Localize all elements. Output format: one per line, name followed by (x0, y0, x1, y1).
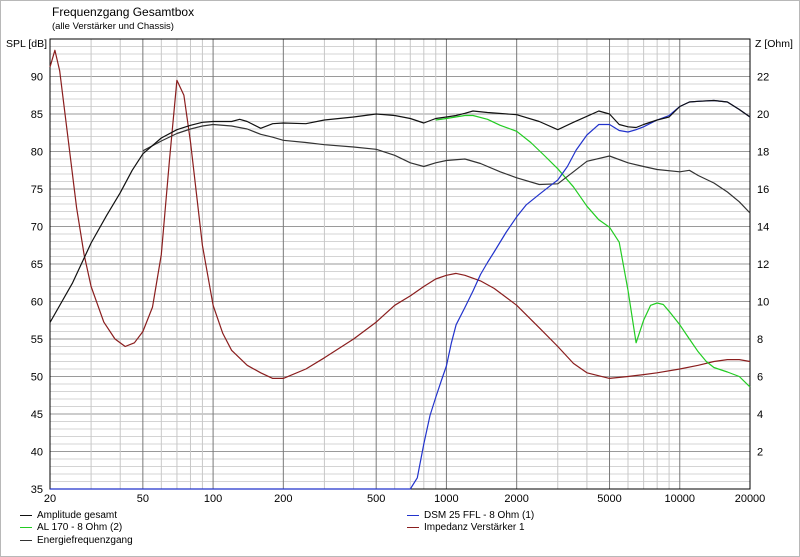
legend-item-3: DSM 25 FFL - 8 Ohm (1) (407, 510, 534, 521)
y-tick-label-left: 75 (31, 184, 43, 196)
legend-label-4: Impedanz Verstärker 1 (424, 522, 525, 533)
y-tick-label-left: 70 (31, 222, 43, 234)
legend-label-2: Energiefrequenzgang (37, 535, 133, 546)
y-tick-label-left: 60 (31, 297, 43, 309)
y-tick-label-right: 10 (757, 297, 769, 309)
legend-item-4: Impedanz Verstärker 1 (407, 522, 525, 533)
series-line-0 (49, 99, 751, 323)
y-tick-label-left: 65 (31, 259, 43, 271)
legend-label-3: DSM 25 FFL - 8 Ohm (1) (424, 510, 535, 521)
x-tick-label: 100 (204, 493, 222, 505)
y-tick-label-left: 55 (31, 334, 43, 346)
chart-title: Frequenzgang Gesamtbox (52, 5, 195, 19)
x-tick-label: 500 (367, 493, 385, 505)
y-axis-label-left: SPL [dB] (6, 38, 48, 50)
x-tick-label: 2000 (504, 493, 528, 505)
y-tick-label-left: 85 (31, 109, 43, 121)
legend-item-0: Amplitude gesamt (20, 510, 117, 521)
x-tick-label: 50 (137, 493, 149, 505)
y-tick-label-right: 22 (757, 72, 769, 84)
y-axis-label-right: Z [Ohm] (755, 38, 793, 50)
y-tick-label-left: 80 (31, 147, 43, 159)
legend-item-1: AL 170 - 8 Ohm (2) (20, 522, 122, 533)
y-tick-label-right: 18 (757, 147, 769, 159)
y-tick-label-left: 45 (31, 409, 43, 421)
legend-swatch-3 (407, 515, 419, 516)
x-tick-label: 200 (274, 493, 292, 505)
y-tick-label-right: 16 (757, 184, 769, 196)
legend-item-2: Energiefrequenzgang (20, 535, 133, 546)
legend-label-1: AL 170 - 8 Ohm (2) (37, 522, 123, 533)
x-tick-label: 5000 (597, 493, 621, 505)
x-tick-label: 20 (44, 493, 56, 505)
legend-label-0: Amplitude gesamt (37, 510, 118, 521)
legend-swatch-4 (407, 527, 419, 528)
legend-swatch-1 (20, 527, 32, 528)
chart-subtitle: (alle Verstärker und Chassis) (52, 21, 174, 32)
y-tick-label-left: 90 (31, 72, 43, 84)
y-tick-label-left: 35 (31, 484, 43, 496)
y-tick-label-left: 40 (31, 447, 43, 459)
x-tick-label: 1000 (434, 493, 458, 505)
y-tick-label-right: 8 (757, 334, 763, 346)
y-tick-label-right: 4 (757, 409, 763, 421)
x-tick-label: 20000 (735, 493, 766, 505)
y-tick-label-left: 50 (31, 372, 43, 384)
series-line-2 (142, 123, 751, 214)
series-line-1 (435, 114, 751, 388)
x-tick-label: 10000 (664, 493, 695, 505)
y-tick-label-right: 12 (757, 259, 769, 271)
y-tick-label-right: 14 (757, 222, 769, 234)
legend-swatch-2 (20, 540, 32, 541)
y-tick-label-right: 2 (757, 447, 763, 459)
y-tick-label-right: 20 (757, 109, 769, 121)
series-line-4 (49, 49, 751, 379)
y-tick-label-right: 6 (757, 372, 763, 384)
legend-swatch-0 (20, 515, 32, 516)
